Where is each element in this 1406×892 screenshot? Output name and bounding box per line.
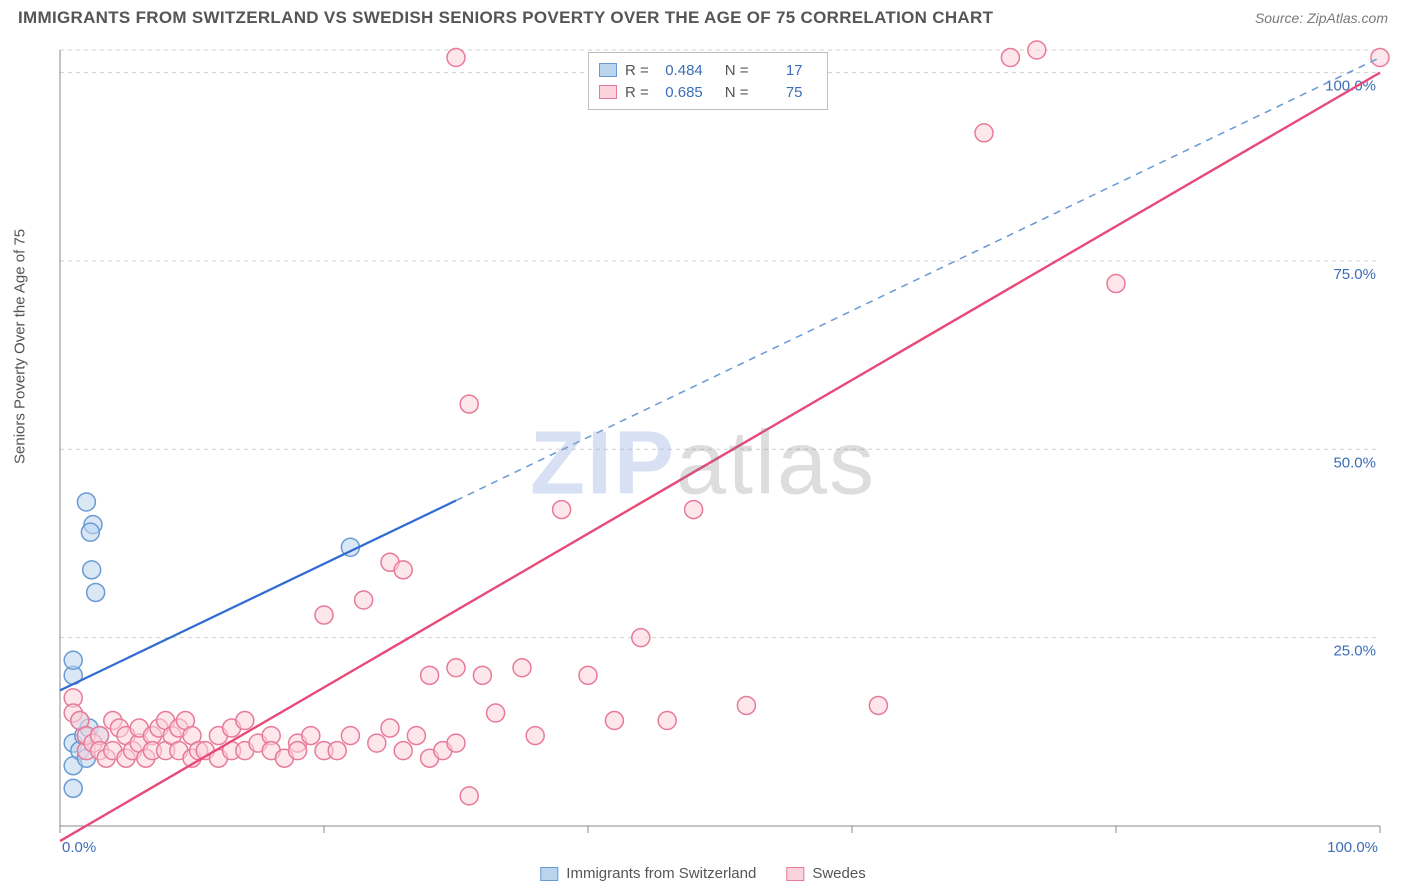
legend-swatch — [599, 63, 617, 77]
legend-item: Swedes — [786, 865, 865, 882]
y-axis-label: Seniors Poverty Over the Age of 75 — [12, 229, 29, 464]
legend-swatch — [786, 867, 804, 881]
stats-row: R = 0.685 N = 75 — [599, 81, 817, 103]
svg-text:0.0%: 0.0% — [62, 839, 96, 856]
chart-title: IMMIGRANTS FROM SWITZERLAND VS SWEDISH S… — [18, 8, 993, 28]
legend-label: Immigrants from Switzerland — [566, 865, 756, 882]
stats-legend: R = 0.484 N = 17 R = 0.685 N = 75 — [588, 52, 828, 110]
source-credit: Source: ZipAtlas.com — [1255, 10, 1388, 26]
legend-item: Immigrants from Switzerland — [540, 865, 756, 882]
bottom-legend: Immigrants from Switzerland Swedes — [540, 865, 865, 882]
stats-row: R = 0.484 N = 17 — [599, 59, 817, 81]
n-value: 75 — [763, 84, 803, 101]
legend-swatch — [599, 85, 617, 99]
legend-swatch — [540, 867, 558, 881]
n-label: N = — [725, 84, 749, 101]
svg-text:25.0%: 25.0% — [1333, 643, 1376, 660]
n-value: 17 — [763, 62, 803, 79]
svg-text:75.0%: 75.0% — [1333, 266, 1376, 283]
r-label: R = — [625, 84, 649, 101]
r-label: R = — [625, 62, 649, 79]
scatter-chart: 0.0%100.0%25.0%50.0%75.0%100.0% — [0, 36, 1406, 892]
legend-label: Swedes — [812, 865, 865, 882]
r-value: 0.685 — [663, 84, 703, 101]
chart-area: Seniors Poverty Over the Age of 75 0.0% 1… — [0, 36, 1406, 892]
svg-text:50.0%: 50.0% — [1333, 454, 1376, 471]
svg-text:100.0%: 100.0% — [1327, 839, 1378, 856]
r-value: 0.484 — [663, 62, 703, 79]
n-label: N = — [725, 62, 749, 79]
